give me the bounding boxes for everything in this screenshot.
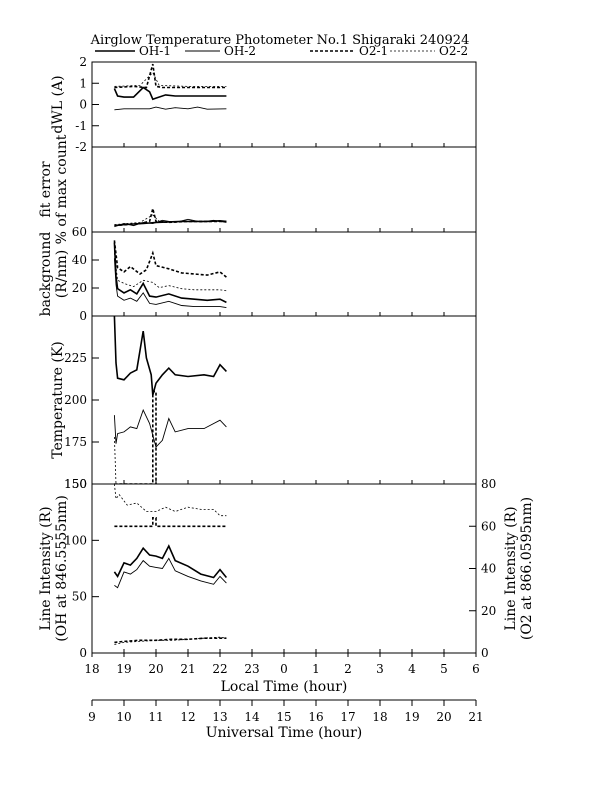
panel-frame <box>91 315 477 485</box>
universal-time-tick-label: 16 <box>308 710 323 724</box>
local-time-tick-label: 6 <box>472 662 480 676</box>
universal-time-tick-label: 19 <box>404 710 419 724</box>
y-tick-label: 200 <box>64 393 87 407</box>
y-tick-label: 20 <box>72 281 87 295</box>
legend: OH-1 OH-2 O2-1 O2-2 <box>95 44 468 58</box>
universal-time-tick-label: 18 <box>372 710 387 724</box>
universal-time-tick-label: 10 <box>116 710 131 724</box>
series-oh-2-line <box>114 557 227 589</box>
y2-axis-title: (O2 at 866.0595nm) <box>519 497 535 640</box>
y-axis-title: % of max count <box>54 134 70 244</box>
y-axis-title: Temperature (K) <box>50 341 66 459</box>
local-time-tick-label: 4 <box>408 662 416 676</box>
y-tick-label: 175 <box>64 435 87 449</box>
y-tick-label: 60 <box>72 225 87 239</box>
local-time-tick-label: 3 <box>376 662 384 676</box>
local-time-tick-label: 23 <box>244 662 259 676</box>
y-axis-title: (OH at 846.5555nm) <box>54 495 70 642</box>
series-o2-2-line <box>114 636 227 645</box>
local-time-tick-label: 2 <box>344 662 352 676</box>
y-axis-title: (R/nm) <box>54 250 70 298</box>
panel-dWL: -2 -1 0 1 2 dWL (A) <box>50 55 477 154</box>
universal-time-tick-label: 15 <box>276 710 291 724</box>
panel-background: 0 20 40 60 background (R/nm) <box>38 225 477 323</box>
local-time-tick-label: 20 <box>148 662 163 676</box>
series-oh-1-line <box>113 242 227 304</box>
universal-time-tick-label: 17 <box>340 710 355 724</box>
panel-frame <box>91 483 477 654</box>
series-o2-2-line <box>114 436 155 484</box>
series-oh-2-line <box>114 106 227 111</box>
panel-fit-error: fit error% of max count <box>38 134 477 244</box>
y-tick-label: 100 <box>64 533 87 547</box>
legend-label-o2-1: O2-1 <box>359 44 388 58</box>
series-o2-1-line <box>113 240 227 278</box>
universal-time-tick-label: 21 <box>468 710 483 724</box>
universal-time-tick-label: 9 <box>88 710 96 724</box>
local-time-tick-label: 21 <box>180 662 195 676</box>
series-o2-2-line <box>114 252 227 292</box>
y2-tick-label: 0 <box>481 646 489 660</box>
y2-axis-title: Line Intensity (R) <box>503 506 519 630</box>
local-time-tick-label: 22 <box>212 662 227 676</box>
series-o2-2-overlay <box>114 484 227 517</box>
y-tick-label: -1 <box>75 119 87 133</box>
local-time-tick-label: 5 <box>440 662 448 676</box>
legend-label-o2-2: O2-2 <box>439 44 468 58</box>
y-axis-title: dWL (A) <box>50 75 66 133</box>
y-tick-label: -2 <box>75 140 87 154</box>
universal-time-tick-label: 12 <box>180 710 195 724</box>
y-axis-title: fit error <box>38 161 54 218</box>
universal-time-tick-label: 13 <box>212 710 227 724</box>
series-o2-2-line <box>114 214 227 225</box>
local-time-tick-label: 0 <box>280 662 288 676</box>
universal-time-tick-label: 11 <box>148 710 163 724</box>
legend-label-oh-2: OH-2 <box>224 44 256 58</box>
series-oh-2-line <box>113 408 227 448</box>
local-time-tick-label: 18 <box>84 662 99 676</box>
universal-time-tick-label: 14 <box>244 710 260 724</box>
series-o2-1-overlay <box>114 516 227 528</box>
y-tick-label: 40 <box>72 253 87 267</box>
series-oh-1-line <box>113 86 227 101</box>
series-o2-1-line <box>114 63 227 89</box>
y2-tick-label: 20 <box>481 604 496 618</box>
local-time-axis-title: Local Time (hour) <box>221 679 348 695</box>
series-oh-1-line <box>113 316 227 396</box>
series-o2-1-line <box>114 390 157 484</box>
y-tick-label: 2 <box>79 55 87 69</box>
y2-tick-label: 40 <box>481 562 496 576</box>
legend-label-oh-1: OH-1 <box>139 44 171 58</box>
local-time-tick-label: 1 <box>312 662 320 676</box>
universal-time-tick-label: 20 <box>436 710 451 724</box>
series-oh-1-line <box>113 544 228 579</box>
y-tick-label: 0 <box>79 309 87 323</box>
y-tick-label: 1 <box>79 76 87 90</box>
y-tick-label: 50 <box>72 590 87 604</box>
y-tick-label: 225 <box>64 351 87 365</box>
y2-tick-label: 80 <box>481 477 496 491</box>
chart-title: Airglow Temperature Photometer No.1 Shig… <box>90 33 470 48</box>
y-tick-label: 0 <box>79 646 87 660</box>
y-tick-label: 150 <box>64 477 87 491</box>
local-time-tick-label: 19 <box>116 662 131 676</box>
series-o2-1-line <box>114 208 227 227</box>
y-tick-label: 0 <box>79 98 87 112</box>
series-o2-1-line <box>114 637 227 644</box>
y-axis-title: background <box>38 232 54 317</box>
y-tick-label: 150 <box>64 477 87 491</box>
y2-tick-label: 60 <box>481 519 496 533</box>
series-oh-2-line <box>113 258 227 309</box>
y-axis-title: Line Intensity (R) <box>38 506 54 630</box>
series-o2-2-line <box>114 71 227 87</box>
universal-time-axis-title: Universal Time (hour) <box>206 725 363 741</box>
